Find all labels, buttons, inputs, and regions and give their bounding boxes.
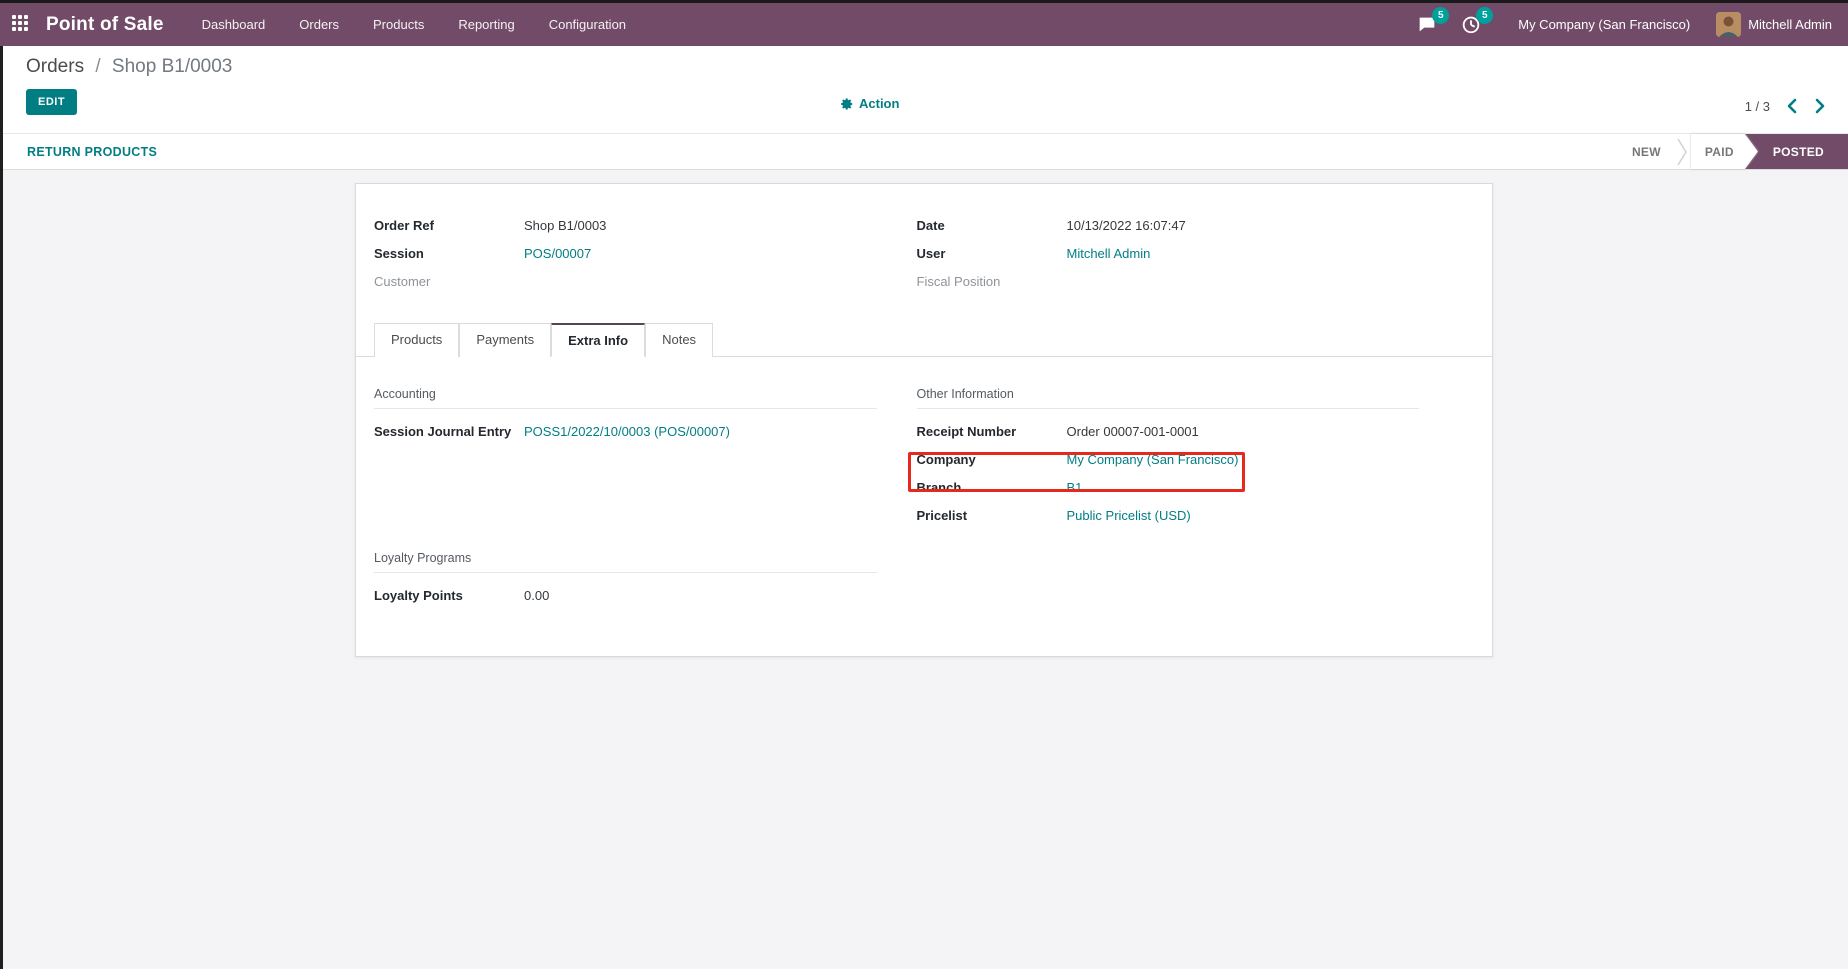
notebook-tabs: Products Payments Extra Info Notes bbox=[356, 323, 1492, 357]
field-pricelist-value[interactable]: Public Pricelist (USD) bbox=[1066, 508, 1191, 523]
status-step-paid[interactable]: PAID bbox=[1691, 134, 1758, 169]
tab-products[interactable]: Products bbox=[374, 323, 460, 357]
field-loyalty-points: Loyalty Points 0.00 bbox=[374, 588, 877, 605]
pager-count: 1 / 3 bbox=[1744, 98, 1770, 114]
notebook-right-column: Other Information Receipt Number Order 0… bbox=[916, 387, 1420, 616]
statusbar-row: RETURN PRODUCTS NEW PAID POSTED bbox=[0, 133, 1848, 170]
field-date: Date 10/13/2022 16:07:47 bbox=[917, 218, 1420, 235]
extra-info-page: Accounting Session Journal Entry POSS1/2… bbox=[356, 357, 1492, 616]
activity-clock-icon bbox=[1460, 13, 1486, 35]
field-date-value: 10/13/2022 16:07:47 bbox=[1066, 218, 1186, 233]
field-session-label: Session bbox=[374, 246, 424, 261]
company-switcher[interactable]: My Company (San Francisco) bbox=[1518, 17, 1691, 32]
header-right-group: Date 10/13/2022 16:07:47 User Mitchell A… bbox=[917, 218, 1420, 302]
order-header-fields: Order Ref Shop B1/0003 Session POS/00007… bbox=[356, 218, 1492, 302]
field-fiscal-position: Fiscal Position bbox=[917, 274, 1420, 291]
field-order-ref-value: Shop B1/0003 bbox=[524, 218, 607, 233]
accounting-section-title: Accounting bbox=[374, 387, 877, 409]
menu-reporting[interactable]: Reporting bbox=[458, 17, 515, 32]
top-navbar: Point of Sale Dashboard Orders Products … bbox=[0, 3, 1848, 46]
user-menu[interactable]: Mitchell Admin bbox=[1716, 12, 1832, 37]
loyalty-group: Loyalty Programs Loyalty Points 0.00 bbox=[374, 551, 877, 605]
activities-badge: 5 bbox=[1476, 6, 1494, 24]
field-company-value[interactable]: My Company (San Francisco) bbox=[1066, 452, 1239, 467]
field-order-ref-label: Order Ref bbox=[374, 218, 434, 233]
menu-dashboard[interactable]: Dashboard bbox=[201, 17, 266, 32]
window-top-edge bbox=[0, 0, 1848, 3]
field-fiscal-position-label: Fiscal Position bbox=[916, 274, 1001, 289]
field-loyalty-points-value: 0.00 bbox=[524, 588, 550, 603]
return-products-button[interactable]: RETURN PRODUCTS bbox=[0, 134, 175, 169]
field-loyalty-points-label: Loyalty Points bbox=[374, 588, 463, 603]
field-user-label: User bbox=[916, 246, 946, 261]
window-left-edge bbox=[0, 46, 3, 969]
control-panel: Orders / Shop B1/0003 EDIT Action 1 / 3 bbox=[0, 46, 1848, 133]
user-name: Mitchell Admin bbox=[1748, 17, 1832, 32]
messages-badge: 5 bbox=[1432, 6, 1450, 24]
other-information-group: Other Information Receipt Number Order 0… bbox=[916, 387, 1420, 525]
order-form-sheet: Order Ref Shop B1/0003 Session POS/00007… bbox=[355, 183, 1493, 657]
status-step-posted[interactable]: POSTED bbox=[1744, 134, 1848, 169]
field-receipt-number-value: Order 00007-001-0001 bbox=[1066, 424, 1199, 439]
messages-menu[interactable]: 5 bbox=[1416, 6, 1450, 37]
activities-menu[interactable]: 5 bbox=[1460, 6, 1494, 37]
breadcrumb: Orders / Shop B1/0003 bbox=[26, 56, 1848, 78]
breadcrumb-current: Shop B1/0003 bbox=[111, 56, 233, 77]
gear-icon bbox=[840, 97, 854, 111]
menu-orders[interactable]: Orders bbox=[299, 17, 340, 32]
notebook-left-column: Accounting Session Journal Entry POSS1/2… bbox=[374, 387, 877, 616]
menu-configuration[interactable]: Configuration bbox=[548, 17, 627, 32]
apps-grid-icon[interactable] bbox=[12, 14, 32, 35]
field-session-journal-entry-label: Session Journal Entry bbox=[374, 424, 512, 439]
accounting-group: Accounting Session Journal Entry POSS1/2… bbox=[374, 387, 877, 441]
field-session-journal-entry-value[interactable]: POSS1/2022/10/0003 (POS/00007) bbox=[524, 424, 730, 439]
status-separator-icon bbox=[1673, 134, 1691, 169]
action-menu-button[interactable]: Action bbox=[840, 96, 899, 111]
breadcrumb-separator: / bbox=[95, 56, 101, 77]
field-session: Session POS/00007 bbox=[374, 246, 877, 263]
field-customer-label: Customer bbox=[374, 274, 431, 289]
field-pricelist-label: Pricelist bbox=[916, 508, 968, 523]
breadcrumb-orders-link[interactable]: Orders bbox=[26, 56, 85, 77]
tab-extra-info[interactable]: Extra Info bbox=[551, 323, 646, 357]
field-session-value[interactable]: POS/00007 bbox=[524, 246, 592, 261]
record-pager: 1 / 3 bbox=[1745, 98, 1826, 114]
field-user-value[interactable]: Mitchell Admin bbox=[1066, 246, 1151, 261]
header-left-group: Order Ref Shop B1/0003 Session POS/00007… bbox=[374, 218, 877, 302]
pager-previous-button[interactable] bbox=[1786, 98, 1798, 114]
chat-bubble-icon bbox=[1416, 13, 1442, 35]
field-order-ref: Order Ref Shop B1/0003 bbox=[374, 218, 877, 235]
status-widget: NEW PAID POSTED bbox=[1620, 134, 1848, 169]
field-date-label: Date bbox=[916, 218, 945, 233]
tab-notes[interactable]: Notes bbox=[645, 323, 714, 357]
main-menu: Dashboard Orders Products Reporting Conf… bbox=[202, 17, 626, 32]
field-branch-value[interactable]: B1 bbox=[1066, 480, 1083, 495]
user-avatar bbox=[1716, 12, 1742, 37]
edit-button[interactable]: EDIT bbox=[26, 89, 78, 115]
field-branch: Branch B1 bbox=[917, 480, 1420, 497]
navbar-systray: 5 5 My Company (San Francisco) Mit bbox=[1416, 6, 1832, 37]
field-company-label: Company bbox=[916, 452, 976, 467]
loyalty-section-title: Loyalty Programs bbox=[374, 551, 877, 573]
tab-payments[interactable]: Payments bbox=[459, 323, 552, 357]
field-user: User Mitchell Admin bbox=[917, 246, 1420, 263]
field-branch-label: Branch bbox=[916, 480, 962, 495]
field-receipt-number-label: Receipt Number bbox=[916, 424, 1017, 439]
action-menu-label: Action bbox=[859, 96, 900, 111]
menu-products[interactable]: Products bbox=[373, 17, 425, 32]
field-company: Company My Company (San Francisco) bbox=[917, 452, 1420, 469]
pager-next-button[interactable] bbox=[1814, 98, 1826, 114]
form-view-background: Order Ref Shop B1/0003 Session POS/00007… bbox=[0, 171, 1848, 969]
field-customer: Customer bbox=[374, 274, 877, 291]
status-step-new[interactable]: NEW bbox=[1631, 144, 1661, 159]
other-information-section-title: Other Information bbox=[916, 387, 1419, 409]
field-receipt-number: Receipt Number Order 00007-001-0001 bbox=[917, 424, 1420, 441]
field-session-journal-entry: Session Journal Entry POSS1/2022/10/0003… bbox=[374, 424, 877, 441]
field-pricelist: Pricelist Public Pricelist (USD) bbox=[917, 508, 1420, 525]
app-brand-title[interactable]: Point of Sale bbox=[46, 13, 164, 35]
